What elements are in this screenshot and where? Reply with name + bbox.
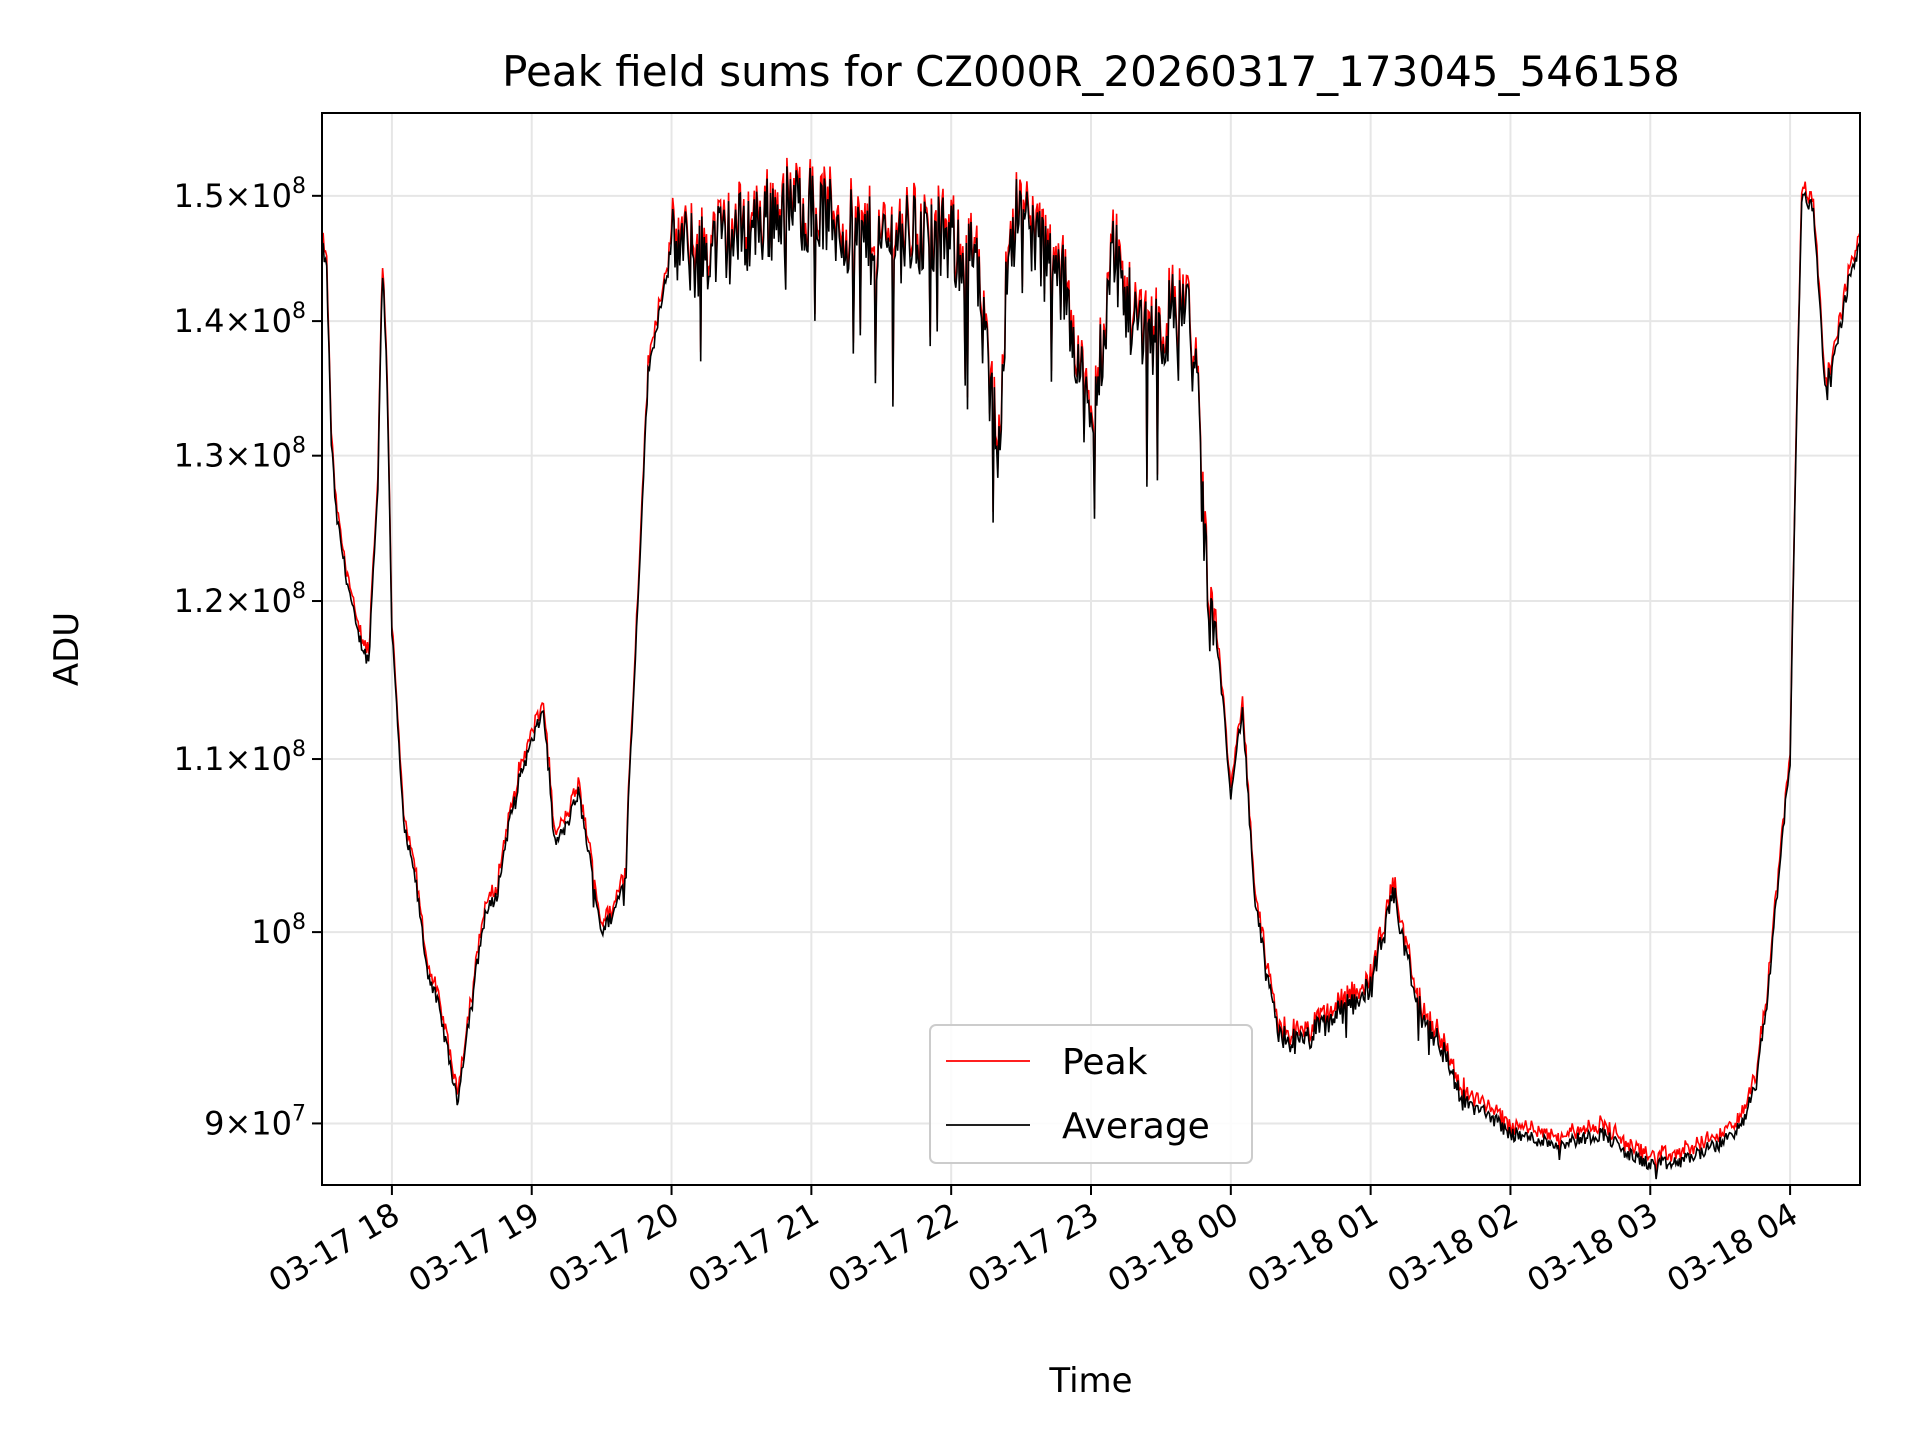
- x-axis-title: Time: [1048, 1361, 1132, 1401]
- y-axis-title: ADU: [47, 612, 87, 686]
- chart-title: Peak field sums for CZ000R_20260317_1730…: [502, 47, 1680, 96]
- series-layer: [322, 157, 1860, 1180]
- y-tick-label: 1.4×108: [174, 299, 306, 340]
- average-series-line: [322, 166, 1860, 1180]
- legend-box: [929, 1024, 1253, 1164]
- y-tick-label: 108: [251, 910, 306, 951]
- grid-lines: [322, 113, 1860, 1185]
- y-tick-label: 1.3×108: [174, 434, 306, 475]
- legend: Peak Average: [929, 1024, 1253, 1164]
- y-tick-label: 1.1×108: [174, 737, 306, 778]
- y-tick-label: 1.5×108: [174, 174, 306, 215]
- legend-label: Peak: [1062, 1042, 1148, 1083]
- y-tick-label: 1.2×108: [174, 579, 306, 620]
- peak-series-line: [322, 157, 1860, 1172]
- y-tick-label: 9×107: [204, 1101, 306, 1142]
- y-axis-ticks: 9×107 108 1.1×108 1.2×108 1.3×108 1.4×108 1.5×…: [174, 174, 322, 1142]
- legend-label: Average: [1062, 1106, 1210, 1147]
